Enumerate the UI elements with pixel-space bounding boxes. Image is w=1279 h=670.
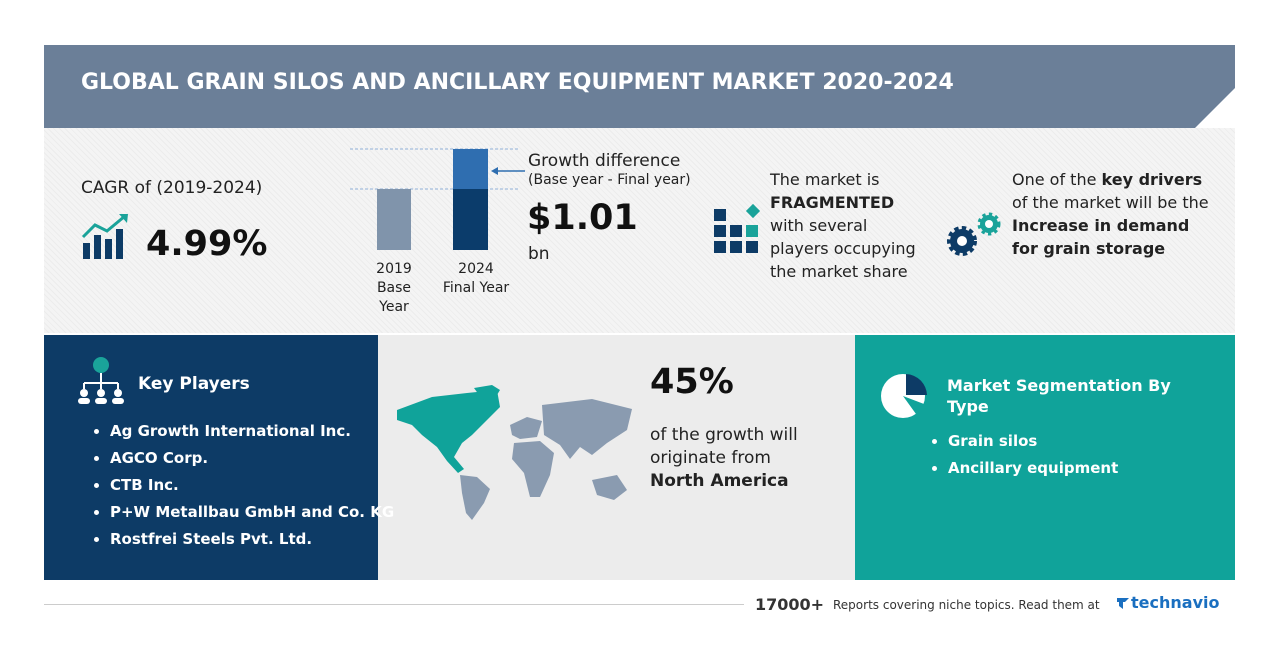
players-title: Key Players: [138, 374, 250, 394]
growth-unit: bn: [528, 244, 550, 264]
growth-bars: [350, 148, 525, 250]
footer-text: Reports covering niche topics. Read them…: [833, 598, 1100, 612]
header-corner: [1195, 88, 1235, 128]
emphasis: key drivers: [1101, 170, 1203, 189]
growth-subtitle: (Base year - Final year): [528, 172, 691, 188]
segment: Ancillary equipment: [948, 459, 1118, 477]
region-name: North America: [650, 471, 789, 491]
base-year-label: Base Year: [376, 280, 412, 315]
header-band: [44, 45, 1235, 128]
emphasis: FRAGMENTED: [770, 193, 895, 212]
cagr-value: 4.99%: [146, 224, 268, 264]
text: of the growth will originate from: [650, 425, 798, 468]
segment-title: Market Segmentation By Type: [947, 376, 1171, 416]
highlight: Increase in demand for grain storage: [1012, 216, 1190, 258]
player: CTB Inc.: [110, 476, 394, 494]
players-panel: [44, 335, 378, 580]
text: of the market will be the: [1012, 193, 1209, 212]
final-year-label: Final Year: [442, 280, 510, 296]
player: Rostfrei Steels Pvt. Ltd.: [110, 530, 394, 548]
footer-rule: [44, 604, 744, 605]
title: GLOBAL GRAIN SILOS AND ANCILLARY EQUIPME…: [81, 70, 954, 95]
pie-icon: [881, 374, 927, 418]
base-year-value: 2019: [376, 261, 412, 277]
fragmented-text: The market is FRAGMENTED with several play…: [770, 168, 930, 283]
growth-icon: [81, 214, 128, 259]
player: P+W Metallbau GmbH and Co. KG: [110, 503, 394, 521]
player: Ag Growth International Inc.: [110, 422, 394, 440]
text: One of the: [1012, 170, 1097, 189]
top-section: [44, 128, 1235, 333]
cagr-label: CAGR of (2019-2024): [81, 178, 263, 198]
world-map: [397, 385, 632, 520]
region-panel: [378, 335, 855, 580]
footer-count: 17000+: [755, 595, 825, 614]
region-share: 45%: [650, 362, 734, 402]
players-list: Ag Growth International Inc. AGCO Corp. …: [92, 422, 394, 557]
final-year: 2024 Final Year: [440, 260, 512, 298]
drivers-text: One of the key drivers of the market will…: [1012, 168, 1227, 260]
players-icon: [78, 357, 124, 404]
player: AGCO Corp.: [110, 449, 394, 467]
growth-title: Growth difference: [528, 151, 681, 171]
brand[interactable]: technavio: [1131, 593, 1220, 612]
segment: Grain silos: [948, 432, 1118, 450]
brand-icon: [1117, 598, 1129, 609]
growth-value: $1.01: [527, 198, 638, 238]
base-year: 2019 Base Year: [360, 260, 428, 317]
gears-icon: [947, 212, 1001, 256]
region-text: of the growth will originate from North A…: [650, 424, 820, 493]
segment-panel: [855, 335, 1235, 580]
text: The market is: [770, 170, 880, 189]
text: with several players occupying the marke…: [770, 216, 916, 281]
segment-list: Grain silos Ancillary equipment: [930, 432, 1118, 486]
fragment-icon: [714, 203, 761, 253]
final-year-value: 2024: [458, 261, 494, 277]
